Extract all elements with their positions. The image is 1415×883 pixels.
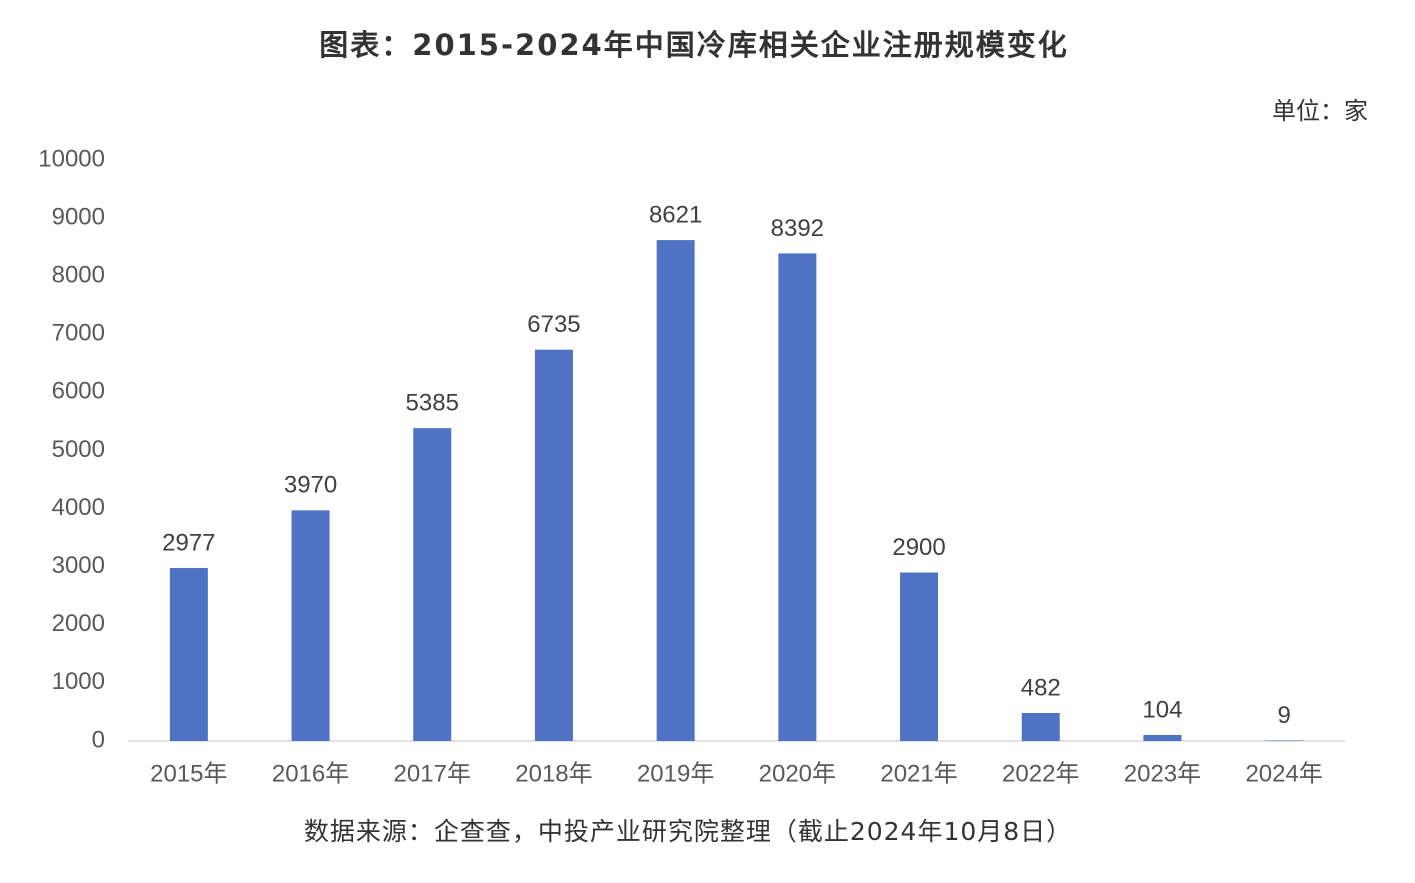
x-tick-label: 2017年 bbox=[394, 760, 471, 787]
data-label: 104 bbox=[1142, 696, 1182, 723]
y-tick-label: 6000 bbox=[52, 378, 105, 405]
data-label: 482 bbox=[1021, 674, 1061, 701]
y-tick-label: 5000 bbox=[52, 436, 105, 463]
y-tick-label: 9000 bbox=[52, 203, 105, 230]
bar bbox=[534, 349, 573, 741]
y-tick-label: 1000 bbox=[52, 668, 105, 695]
data-label: 3970 bbox=[284, 472, 337, 499]
bar bbox=[778, 253, 817, 741]
y-tick-label: 7000 bbox=[52, 320, 105, 347]
y-tick-label: 10000 bbox=[38, 145, 105, 172]
y-tick-label: 3000 bbox=[52, 552, 105, 579]
data-label: 9 bbox=[1277, 702, 1290, 729]
source-note: 数据来源：企查查，中投产业研究院整理（截止2024年10月8日） bbox=[304, 817, 1072, 846]
x-tick-label: 2015年 bbox=[150, 760, 227, 787]
bar bbox=[900, 572, 939, 741]
x-tick-label: 2018年 bbox=[515, 760, 592, 787]
chart-title: 图表：2015-2024年中国冷库相关企业注册规模变化 bbox=[319, 28, 1068, 62]
data-label: 5385 bbox=[406, 389, 459, 416]
bar bbox=[1265, 740, 1304, 741]
x-tick-label: 2021年 bbox=[880, 760, 957, 787]
data-label: 8392 bbox=[771, 215, 824, 242]
bar bbox=[413, 428, 452, 741]
x-tick-label: 2016年 bbox=[272, 760, 349, 787]
y-tick-label: 4000 bbox=[52, 494, 105, 521]
bar bbox=[1143, 734, 1182, 741]
x-tick-label: 2020年 bbox=[759, 760, 836, 787]
y-tick-label: 0 bbox=[92, 726, 105, 753]
data-label: 8621 bbox=[649, 201, 702, 228]
x-tick-label: 2023年 bbox=[1124, 760, 1201, 787]
data-label: 2977 bbox=[162, 529, 215, 556]
x-tick-label: 2024年 bbox=[1245, 760, 1322, 787]
data-label: 6735 bbox=[527, 311, 580, 338]
x-tick-label: 2022年 bbox=[1002, 760, 1079, 787]
x-tick-label: 2019年 bbox=[637, 760, 714, 787]
bar bbox=[656, 240, 695, 741]
y-tick-label: 8000 bbox=[52, 262, 105, 289]
unit-label: 单位：家 bbox=[1272, 97, 1368, 125]
bar bbox=[291, 510, 330, 741]
bar bbox=[1021, 712, 1060, 741]
y-tick-label: 2000 bbox=[52, 610, 105, 637]
bar bbox=[169, 568, 208, 741]
data-label: 2900 bbox=[892, 534, 945, 561]
